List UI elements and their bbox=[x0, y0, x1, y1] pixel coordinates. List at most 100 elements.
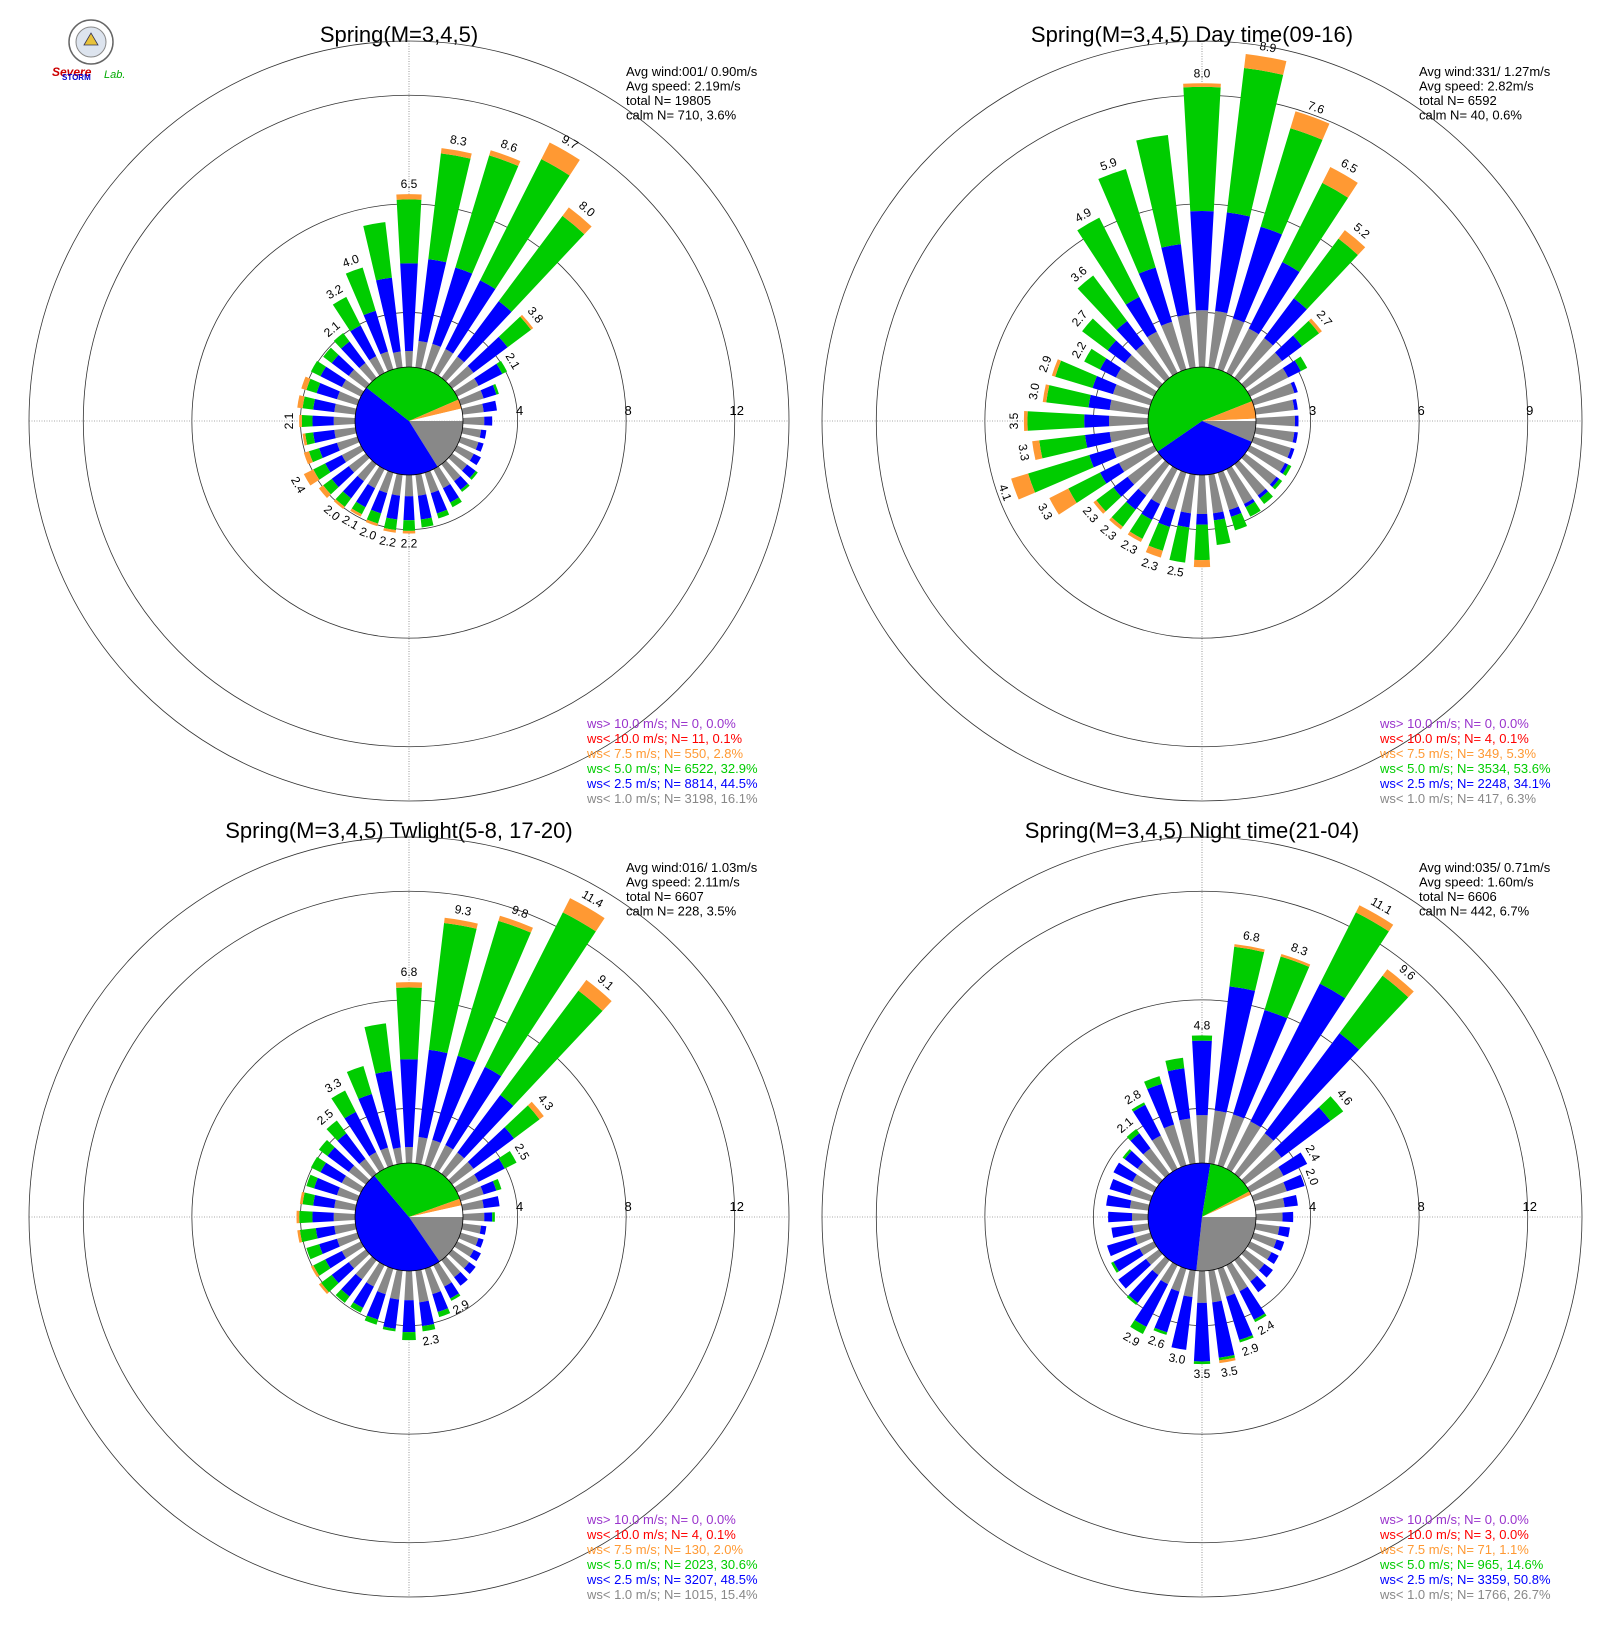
bar-segment bbox=[1232, 1009, 1288, 1119]
legend-entry: ws< 10.0 m/s; N= 3, 0.0% bbox=[1379, 1527, 1529, 1542]
legend-entry: ws< 10.0 m/s; N= 4, 0.1% bbox=[1379, 731, 1529, 746]
legend-entry: ws< 7.5 m/s; N= 71, 1.1% bbox=[1379, 1542, 1529, 1557]
bar-segment bbox=[1135, 343, 1170, 382]
bar-segment bbox=[1077, 217, 1140, 305]
bar-segment bbox=[400, 1059, 418, 1148]
panel-title: Spring(M=3,4,5) bbox=[320, 22, 478, 47]
bar-segment bbox=[402, 1332, 416, 1341]
bar-segment bbox=[350, 508, 362, 517]
bar-segment bbox=[415, 1269, 429, 1303]
bar-segment bbox=[313, 429, 336, 444]
pie-slice bbox=[1196, 1217, 1256, 1271]
pie-slice bbox=[1202, 1163, 1250, 1217]
bar-segment bbox=[1144, 1076, 1162, 1090]
bar-segment bbox=[1208, 311, 1228, 369]
bar-segment bbox=[498, 915, 533, 933]
bar-segment bbox=[342, 475, 364, 499]
bar-segment bbox=[366, 1262, 385, 1287]
radial-tick-label: 4 bbox=[1309, 1199, 1316, 1214]
stats-line: Avg wind:035/ 0.71m/s bbox=[1419, 860, 1551, 875]
bar-segment bbox=[1147, 1083, 1175, 1129]
bar-segment bbox=[382, 1326, 396, 1332]
bar-segment bbox=[441, 460, 461, 482]
bar-segment bbox=[1290, 111, 1330, 140]
bar-segment bbox=[365, 519, 379, 527]
bar-segment bbox=[430, 490, 448, 514]
bar-segment bbox=[1158, 506, 1176, 528]
bar-segment bbox=[1109, 427, 1150, 443]
bar-segment bbox=[1039, 434, 1088, 459]
bar-segment bbox=[333, 416, 356, 426]
bar-segment bbox=[444, 1282, 459, 1299]
bar-value-label: 8.0 bbox=[1194, 66, 1211, 80]
bar-segment bbox=[341, 379, 364, 397]
bar-value-label: 2.1 bbox=[282, 412, 296, 429]
bar-value-label: 2.3 bbox=[1140, 555, 1161, 574]
bar-segment bbox=[424, 1266, 441, 1295]
bar-segment bbox=[1109, 399, 1150, 415]
bar-segment bbox=[424, 1139, 441, 1168]
bar-segment bbox=[402, 1300, 416, 1333]
bar-segment bbox=[492, 384, 499, 395]
pie-outline bbox=[354, 1162, 464, 1272]
bar-segment bbox=[1274, 1107, 1331, 1158]
legend-entry: ws> 10.0 m/s; N= 0, 0.0% bbox=[586, 1512, 736, 1527]
bar-segment bbox=[1254, 399, 1295, 415]
bar-segment bbox=[1108, 415, 1149, 427]
bar-segment bbox=[1084, 414, 1110, 428]
bar-segment bbox=[1051, 359, 1062, 377]
bar-segment bbox=[461, 1199, 484, 1211]
bar-segment bbox=[331, 466, 355, 488]
bar-segment bbox=[504, 1105, 540, 1139]
bar-segment bbox=[1282, 1211, 1294, 1223]
bar-segment bbox=[450, 1293, 461, 1301]
bar-segment bbox=[469, 1249, 481, 1262]
bar-segment bbox=[1247, 368, 1289, 397]
bar-segment bbox=[341, 1241, 364, 1259]
bar-segment bbox=[319, 1238, 340, 1254]
bar-segment bbox=[1264, 1033, 1360, 1141]
bar-segment bbox=[336, 436, 360, 451]
bar-segment bbox=[1226, 1293, 1253, 1340]
bar-segment bbox=[1228, 506, 1242, 517]
bar-segment bbox=[417, 494, 432, 520]
bar-segment bbox=[1148, 522, 1170, 551]
bar-segment bbox=[1208, 1269, 1222, 1303]
stats-line: calm N= 442, 6.7% bbox=[1419, 904, 1530, 919]
bar-segment bbox=[467, 1127, 515, 1169]
bar-segment bbox=[1084, 432, 1112, 448]
bar-segment bbox=[1055, 360, 1097, 388]
bar-value-label: 3.5 bbox=[1220, 1363, 1239, 1380]
bar-value-label: 5.9 bbox=[1098, 155, 1119, 174]
bar-segment bbox=[1293, 320, 1320, 347]
bar-segment bbox=[367, 466, 385, 489]
bar-segment bbox=[1147, 331, 1178, 376]
stats-line: total N= 6592 bbox=[1419, 93, 1497, 108]
logo-line3: Lab. bbox=[104, 69, 125, 81]
bar-segment bbox=[437, 1308, 451, 1318]
bar-segment bbox=[1217, 318, 1245, 372]
bar-segment bbox=[489, 150, 521, 166]
stats-line: Avg wind:331/ 1.27m/s bbox=[1419, 64, 1551, 79]
bar-segment bbox=[415, 340, 428, 369]
bar-segment bbox=[299, 1191, 305, 1205]
bar-segment bbox=[1269, 476, 1280, 488]
bar-segment bbox=[331, 1262, 355, 1284]
bar-segment bbox=[422, 1323, 436, 1332]
legend-entry: ws> 10.0 m/s; N= 0, 0.0% bbox=[1379, 1512, 1529, 1527]
bar-segment bbox=[520, 314, 534, 330]
bar-segment bbox=[1226, 68, 1284, 217]
bar-segment bbox=[336, 1187, 360, 1202]
bar-segment bbox=[433, 349, 454, 376]
bar-segment bbox=[1214, 986, 1256, 1113]
bar-segment bbox=[482, 400, 497, 413]
pie-slice bbox=[409, 399, 462, 421]
bar-segment bbox=[323, 478, 339, 495]
bar-segment bbox=[393, 351, 403, 369]
bar-segment bbox=[445, 280, 496, 354]
bar-segment bbox=[403, 496, 415, 521]
legend-entry: ws< 2.5 m/s; N= 8814, 44.5% bbox=[586, 776, 758, 791]
bar-segment bbox=[364, 1315, 379, 1325]
bar-segment bbox=[319, 442, 340, 458]
bar-segment bbox=[1282, 360, 1301, 378]
